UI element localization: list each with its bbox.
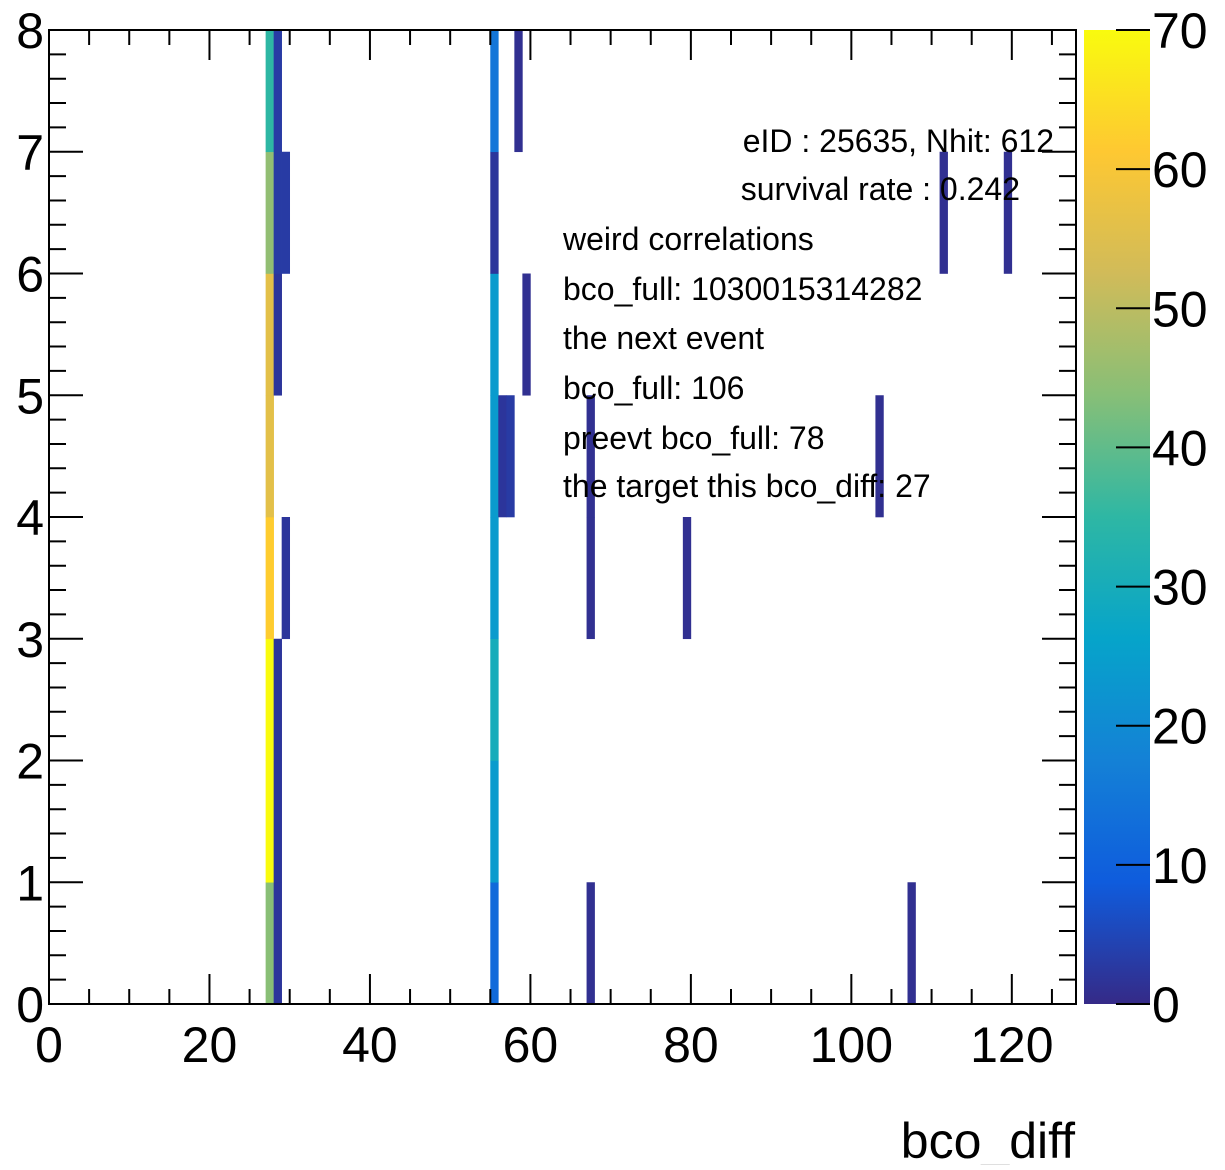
heatmap-cell [939, 151, 948, 274]
annotation-text: the target this bco_diff: 27 [563, 468, 931, 504]
colorbar-tick-label: 40 [1152, 420, 1208, 476]
x-tick-label: 80 [663, 1017, 719, 1073]
heatmap-cell [273, 273, 282, 396]
heatmap-cell [265, 151, 274, 274]
heatmap-cell [682, 517, 692, 640]
y-tick-label: 3 [16, 612, 44, 668]
heatmap-cell [498, 395, 507, 518]
colorbar-tick-label: 0 [1152, 977, 1180, 1033]
annotation-text: survival rate : 0.242 [741, 171, 1020, 207]
heatmap-cell [273, 30, 282, 153]
colorbar-gradient [1084, 30, 1150, 1004]
heatmap-cell [490, 30, 499, 153]
heatmap-cell [1003, 151, 1013, 274]
heatmap-cell [281, 517, 291, 640]
heatmap-cell [273, 882, 282, 1005]
heatmap-cell [490, 395, 499, 518]
heatmap-cell [490, 517, 499, 640]
x-tick-label: 100 [810, 1017, 893, 1073]
heatmap-cell [273, 151, 282, 274]
heatmap-cell [586, 395, 595, 518]
heatmap-cell [514, 30, 523, 153]
heatmap-cell [281, 151, 291, 274]
heatmap-cell [490, 638, 499, 761]
x-tick-label: 120 [970, 1017, 1053, 1073]
heatmap-cell [273, 760, 282, 883]
heatmap-cell [265, 760, 274, 883]
x-axis-label: bco_diff [901, 1113, 1075, 1165]
y-tick-label: 5 [16, 368, 44, 424]
colorbar-tick-label: 60 [1152, 142, 1208, 198]
heatmap-cell [265, 882, 274, 1005]
colorbar-tick-label: 70 [1152, 3, 1208, 59]
heatmap-cell [265, 638, 274, 761]
colorbar-tick-label: 20 [1152, 699, 1208, 755]
heatmap-cells [265, 30, 1013, 1005]
heatmap-cell [490, 882, 499, 1005]
heatmap-cell [265, 395, 274, 518]
x-tick-label: 0 [35, 1017, 63, 1073]
heatmap-cell [490, 273, 499, 396]
colorbar: 0 10 20 30 40 50 60 70 [1084, 3, 1208, 1033]
colorbar-tick-label: 10 [1152, 838, 1208, 894]
y-tick-label: 1 [16, 855, 44, 911]
x-tick-label: 20 [182, 1017, 238, 1073]
heatmap-cell [490, 760, 499, 883]
y-tick-label: 8 [16, 3, 44, 59]
heatmap-cell [265, 30, 274, 153]
y-tick-label: 4 [16, 490, 44, 546]
y-tick-label: 2 [16, 734, 44, 790]
y-tick-label: 7 [16, 125, 44, 181]
heatmap-cell [265, 273, 274, 396]
x-tick-label: 60 [503, 1017, 559, 1073]
heatmap-cell [586, 517, 595, 640]
heatmap-cell [273, 638, 282, 761]
y-tick-label: 0 [16, 977, 44, 1033]
colorbar-tick-label: 50 [1152, 281, 1208, 337]
heatmap-cell [586, 882, 595, 1005]
y-tick-label: 6 [16, 247, 44, 303]
annotation-text: the next event [563, 320, 764, 356]
heatmap-cell [907, 882, 916, 1005]
heatmap-cell [506, 395, 515, 518]
heatmap-cell [265, 517, 274, 640]
plot-axes: 0 20 40 60 80 100 120 0 1 2 3 4 5 6 7 8 [16, 3, 1077, 1073]
x-tick-label: 40 [342, 1017, 398, 1073]
annotation-text: bco_full: 1030015314282 [563, 271, 922, 307]
annotation-text: bco_full: 106 [563, 370, 744, 406]
heatmap-cell [875, 395, 884, 518]
heatmap-cell [522, 273, 531, 396]
annotation-box: eID : 25635, Nhit: 612 survival rate : 0.… [562, 123, 1054, 504]
annotation-text: eID : 25635, Nhit: 612 [743, 123, 1054, 159]
annotation-text: weird correlations [562, 221, 814, 257]
annotation-text: preevt bco_full: 78 [563, 420, 825, 456]
colorbar-tick-label: 30 [1152, 560, 1208, 616]
heatmap-cell [490, 151, 499, 274]
